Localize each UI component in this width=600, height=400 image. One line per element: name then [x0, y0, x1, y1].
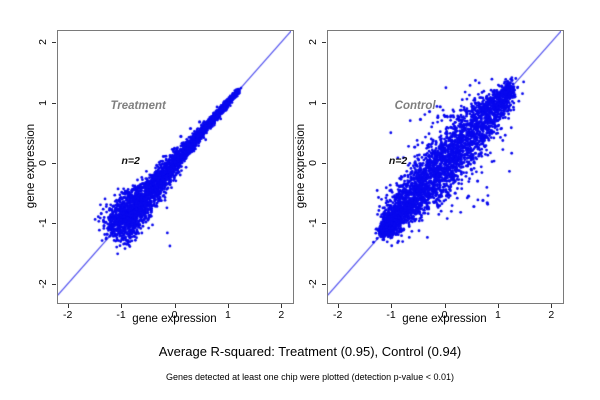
x-tick-label: -1 [386, 309, 396, 321]
x-tick-label: 1 [494, 309, 501, 321]
y-axis-label: gene expression [295, 123, 307, 209]
y-tick-mark [52, 162, 56, 164]
x-axis-label: gene expression [132, 313, 217, 325]
x-tick-mark [444, 304, 446, 308]
x-tick-mark [227, 304, 229, 308]
caption-note: Genes detected at least one chip were pl… [166, 372, 454, 382]
y-tick-mark [322, 42, 326, 44]
y-tick-label: 2 [307, 39, 319, 45]
y-axis-label: gene expression [25, 123, 37, 209]
panel-title: Control [394, 99, 436, 112]
y-tick-mark [52, 42, 56, 44]
x-tick-mark [281, 304, 283, 308]
sample-size-annotation: n=2 [388, 154, 408, 167]
y-tick-label: 2 [37, 39, 49, 45]
x-tick-label: -2 [63, 309, 73, 321]
x-tick-label: 0 [441, 309, 448, 321]
panel-title: Treatment [110, 99, 166, 112]
y-tick-label: 0 [37, 160, 49, 166]
y-tick-mark [322, 102, 326, 104]
y-tick-label: 0 [307, 160, 319, 166]
x-tick-label: 2 [548, 309, 555, 321]
y-tick-label: 1 [307, 99, 319, 106]
scatter-canvas [328, 31, 561, 301]
x-tick-mark [121, 304, 123, 308]
y-tick-mark [52, 283, 56, 285]
y-tick-label: 1 [37, 99, 49, 106]
y-tick-mark [322, 283, 326, 285]
x-tick-mark [174, 304, 176, 308]
y-tick-label: -1 [307, 218, 319, 229]
x-tick-label: 0 [171, 309, 178, 321]
y-tick-label: -2 [307, 279, 319, 289]
x-axis-label: gene expression [402, 313, 487, 325]
y-tick-label: -1 [37, 218, 49, 229]
y-tick-label: -2 [37, 279, 49, 289]
x-tick-label: -1 [116, 309, 126, 321]
x-tick-mark [67, 304, 69, 308]
x-tick-label: 1 [224, 309, 231, 321]
x-tick-mark [337, 304, 339, 308]
y-tick-mark [322, 162, 326, 164]
x-tick-mark [391, 304, 393, 308]
caption-r-squared: Average R-squared: Treatment (0.95), Con… [158, 344, 462, 359]
x-tick-mark [497, 304, 499, 308]
sample-size-annotation: n=2 [121, 154, 140, 167]
y-tick-mark [322, 223, 326, 225]
x-tick-label: 2 [278, 309, 285, 321]
x-tick-label: -2 [333, 309, 343, 321]
y-tick-mark [52, 223, 56, 225]
scatter-canvas [58, 31, 291, 301]
y-tick-mark [52, 102, 56, 104]
x-tick-mark [551, 304, 553, 308]
